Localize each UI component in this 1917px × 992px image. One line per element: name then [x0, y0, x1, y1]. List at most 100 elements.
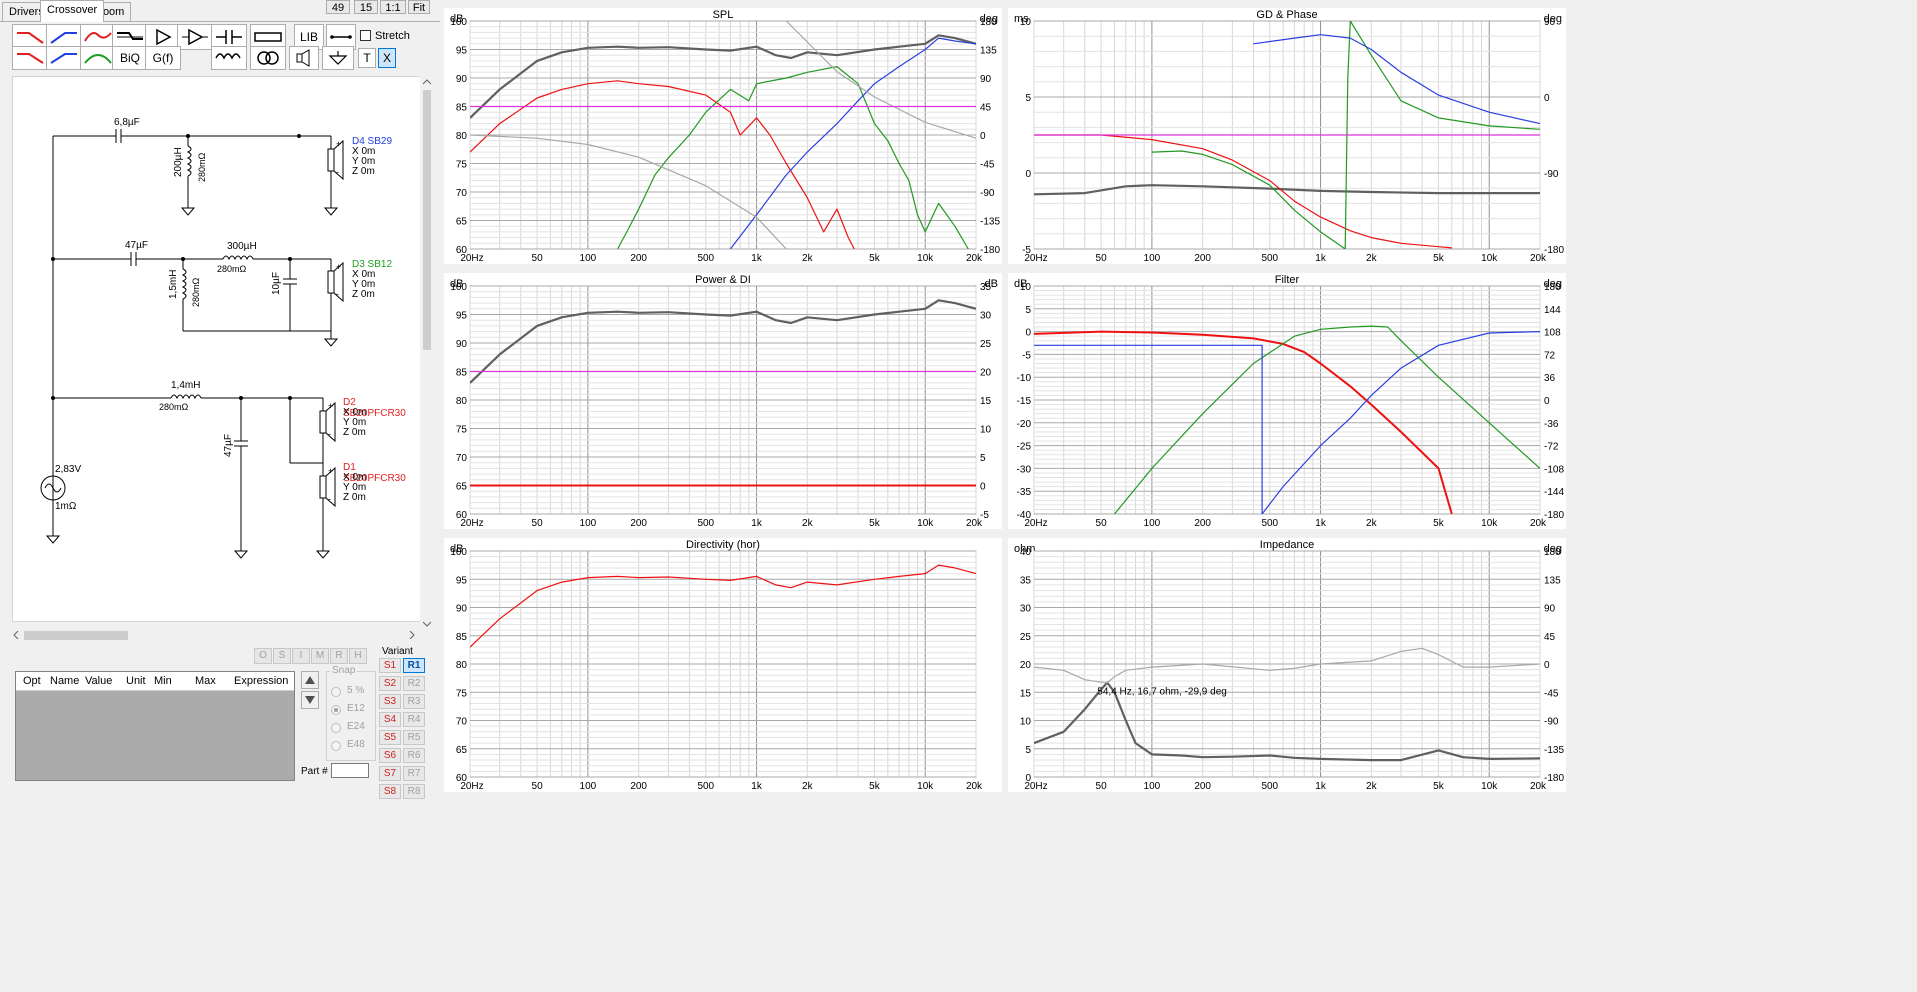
variant-r5[interactable]: R5 [403, 730, 425, 745]
y2-tick-label: -90 [980, 188, 995, 199]
vscroll-thumb[interactable] [423, 90, 431, 350]
opt-button-h[interactable]: H [349, 648, 367, 664]
zoom-1to1-button[interactable]: 1:1 [380, 0, 406, 14]
y2-tick-label: -180 [1544, 245, 1564, 256]
series-line-gray [470, 299, 976, 384]
chart-svg[interactable]: 100 95 90 85 80 75 70 65 60 180 135 90 45 0 -45 -90 -135… [444, 8, 1002, 264]
parameter-table[interactable]: Opt Name Value Unit Min Max Expression [15, 671, 295, 781]
variant-s8[interactable]: S8 [379, 784, 401, 799]
opt-button-i[interactable]: I [292, 648, 310, 664]
chart-panel-6[interactable]: Impedance ohm deg 40 35 30 25 20 15 10 5 0 180 135 90 4… [1008, 538, 1566, 792]
variant-r4[interactable]: R4 [403, 712, 425, 727]
l3r-label: 280mΩ [191, 277, 201, 307]
series-line-blue [729, 37, 976, 249]
chart-svg[interactable]: 403530252015105018013590450-45-90-135-18… [1008, 538, 1566, 792]
y2-tick-label: 90 [1544, 17, 1556, 28]
chart-panel-1[interactable]: SPL dB deg 100 95 90 85 80 75 70 65 60 180 135 90 45 0 -4… [444, 8, 1002, 264]
snap-radio-e12[interactable] [331, 705, 341, 715]
highpass-blue-icon[interactable] [46, 24, 82, 50]
fit-button[interactable]: Fit [408, 0, 430, 14]
hscroll-thumb[interactable] [24, 631, 128, 640]
schematic-canvas[interactable]: 6,8µF 200µH 280mΩ D4 SB29 X 0m Y 0m Z 0m +… [12, 76, 422, 622]
l2r-label: 280mΩ [217, 264, 247, 274]
tab-crossover[interactable]: Crossover [40, 0, 105, 22]
snap-radio-e24[interactable] [331, 723, 341, 733]
chart-svg[interactable]: 1050-5-10-15-20-25-30-35-401801441087236… [1008, 273, 1566, 529]
variant-s5[interactable]: S5 [379, 730, 401, 745]
move-down-button[interactable] [301, 691, 319, 709]
chart-panel-5[interactable]: Directivity (hor) dB 100 95 90 85 80 75 70 65 60 20… [444, 538, 1002, 792]
gf-button[interactable]: G(f) [145, 46, 181, 70]
d1-minus: - [328, 494, 331, 504]
variant-r3[interactable]: R3 [403, 694, 425, 709]
chart-panel-3[interactable]: Power & DI dB dB 100 95 90 85 80 75 70 65 60 35 30 25 2… [444, 273, 1002, 529]
variant-r7[interactable]: R7 [403, 766, 425, 781]
variant-r6[interactable]: R6 [403, 748, 425, 763]
part-number-input[interactable] [331, 763, 369, 778]
opt-button-r[interactable]: R [330, 648, 348, 664]
schematic-hscroll[interactable] [12, 628, 420, 642]
variant-s6[interactable]: S6 [379, 748, 401, 763]
opt-button-o[interactable]: O [254, 648, 272, 664]
y-tick-label: 5 [1025, 305, 1031, 316]
stretch-checkbox[interactable] [360, 30, 371, 41]
y2-tick-label: 108 [1544, 328, 1561, 339]
bandpass-green-icon[interactable] [80, 46, 116, 70]
highpass-blue2-icon[interactable] [46, 46, 82, 70]
opt-button-s[interactable]: S [273, 648, 291, 664]
move-up-button[interactable] [301, 671, 319, 689]
x-tick-label: 50 [1096, 253, 1108, 264]
variant-r2[interactable]: R2 [403, 676, 425, 691]
series-line-red [1034, 134, 1452, 249]
y-tick-label: 5 [1025, 93, 1031, 104]
inductor-icon[interactable] [211, 46, 247, 70]
variant-s3[interactable]: S3 [379, 694, 401, 709]
y-tick-label: -10 [1017, 373, 1032, 384]
delete-tool-button[interactable]: X [378, 48, 396, 68]
ground-icon[interactable] [322, 46, 354, 70]
tab-bar: Drivers Crossover Room [0, 0, 440, 22]
biquad-button[interactable]: BiQ [112, 46, 148, 70]
y2-tick-label: 0 [1544, 396, 1550, 407]
snap-radio-e48[interactable] [331, 741, 341, 751]
bandpass-red-icon[interactable] [80, 24, 116, 50]
x-tick-label: 2k [1366, 253, 1378, 264]
schematic-vscroll[interactable] [420, 76, 434, 632]
variant-r1[interactable]: R1 [403, 658, 425, 673]
variant-s4[interactable]: S4 [379, 712, 401, 727]
opt-button-m[interactable]: M [311, 648, 329, 664]
series-line-blue [1253, 34, 1540, 125]
y-tick-label: 60 [456, 773, 468, 784]
summing-amp-icon[interactable] [177, 24, 213, 50]
transformer-icon[interactable] [250, 46, 286, 70]
shelf-filter-icon[interactable] [112, 24, 148, 50]
y-tick-label: 70 [456, 188, 468, 199]
x-tick-label: 1k [1315, 518, 1327, 529]
x-tick-label: 500 [1261, 253, 1278, 264]
variant-r8[interactable]: R8 [403, 784, 425, 799]
y2-tick-label: 90 [1544, 604, 1556, 615]
x-tick-label: 10k [917, 253, 934, 264]
snap-radio-5pct[interactable] [331, 687, 341, 697]
variant-s2[interactable]: S2 [379, 676, 401, 691]
stretch-label: Stretch [375, 30, 410, 42]
zoom-49-button[interactable]: 49 [326, 0, 350, 14]
buffer-amp-icon[interactable] [145, 24, 181, 50]
chart-panel-2[interactable]: GD & Phase ms deg 10 5 0 -5 90 0 -90 -180 20Hz 50 100… [1008, 8, 1566, 264]
wire-icon[interactable] [326, 24, 356, 50]
lowpass-red-icon[interactable] [12, 24, 48, 50]
lowpass-red2-icon[interactable] [12, 46, 48, 70]
driver-icon[interactable] [289, 46, 319, 70]
zoom-15-button[interactable]: 15 [354, 0, 378, 14]
chart-panel-4[interactable]: Filter dB deg 10 5 0 -5 -10 -15 -20 -25 -30 -35 -40 18… [1008, 273, 1566, 529]
y-tick-label: 90 [456, 604, 468, 615]
variant-s1[interactable]: S1 [379, 658, 401, 673]
col-unit: Unit [126, 675, 146, 687]
x-tick-label: 10k [1481, 518, 1498, 529]
variant-s7[interactable]: S7 [379, 766, 401, 781]
text-tool-button[interactable]: T [358, 48, 376, 68]
x-tick-label: 50 [532, 253, 544, 264]
